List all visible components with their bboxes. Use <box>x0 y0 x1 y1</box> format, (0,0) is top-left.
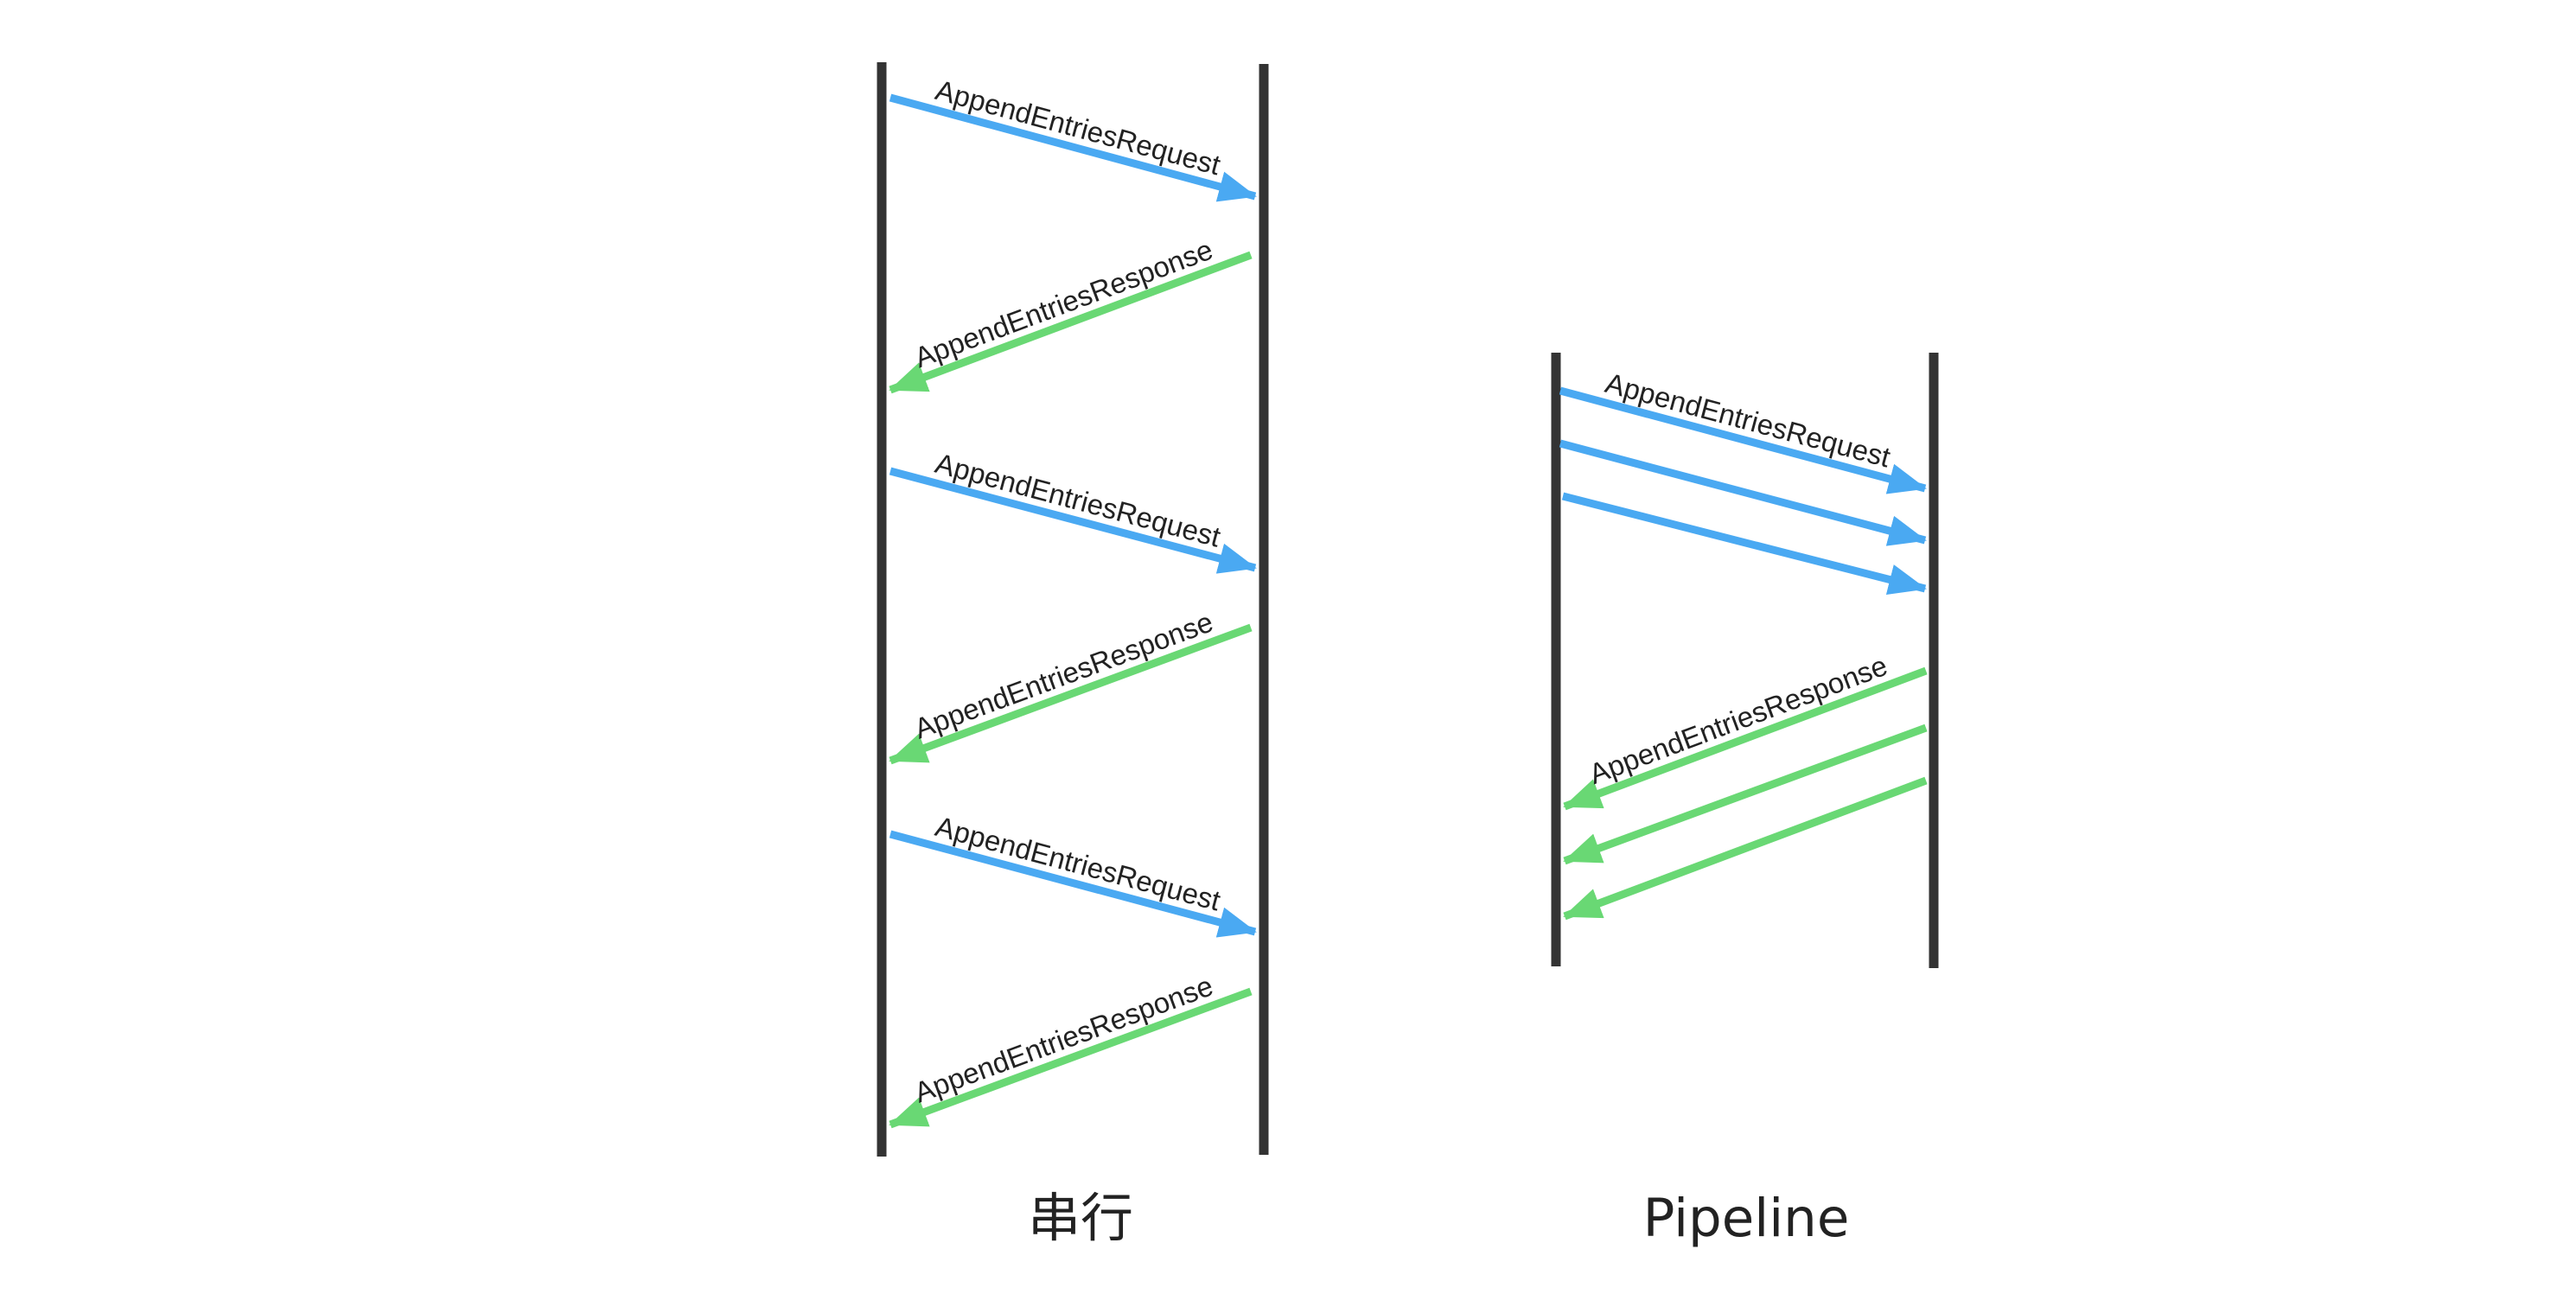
serial-panel: AppendEntriesRequest AppendEntriesRespons… <box>877 62 1269 1249</box>
request-arrow <box>1559 439 1927 546</box>
response-arrow <box>1563 723 1928 865</box>
response-arrow <box>889 251 1253 394</box>
request-label: AppendEntriesRequest <box>932 810 1223 917</box>
serial-message-response: AppendEntriesResponse <box>889 969 1253 1129</box>
response-label: AppendEntriesResponse <box>910 233 1217 374</box>
request-label: AppendEntriesRequest <box>932 73 1223 181</box>
response-label: AppendEntriesResponse <box>910 605 1217 744</box>
response-arrow <box>1563 776 1928 921</box>
pipeline-message-response <box>1563 776 1928 921</box>
response-label: AppendEntriesResponse <box>910 969 1217 1108</box>
pipeline-message-request: AppendEntriesRequest <box>1559 366 1927 494</box>
serial-message-request: AppendEntriesRequest <box>889 73 1257 202</box>
serial-message-request: AppendEntriesRequest <box>889 447 1257 574</box>
serial-messages: AppendEntriesRequest AppendEntriesRespons… <box>889 73 1257 1129</box>
response-arrow <box>1563 666 1928 811</box>
request-label: AppendEntriesRequest <box>932 447 1224 553</box>
serial-message-response: AppendEntriesResponse <box>889 605 1253 765</box>
pipeline-message-response <box>1563 723 1928 865</box>
request-arrow <box>889 93 1257 202</box>
pipeline-panel: AppendEntriesRequest AppendEntriesRespons… <box>1551 353 1939 1249</box>
serial-caption: 串行 <box>1028 1188 1133 1249</box>
serial-message-response: AppendEntriesResponse <box>889 233 1253 394</box>
pipeline-messages: AppendEntriesRequest AppendEntriesRespons… <box>1559 366 1928 921</box>
response-arrow <box>889 987 1253 1129</box>
pipeline-caption: Pipeline <box>1643 1188 1850 1249</box>
request-arrow <box>1561 492 1927 596</box>
pipeline-message-request <box>1559 439 1927 546</box>
pipeline-message-response: AppendEntriesResponse <box>1563 649 1928 811</box>
request-arrow <box>889 467 1257 574</box>
request-arrow <box>889 830 1257 938</box>
request-arrow <box>1559 386 1927 494</box>
pipeline-message-request <box>1561 492 1927 596</box>
serial-message-request: AppendEntriesRequest <box>889 810 1257 938</box>
request-label: AppendEntriesRequest <box>1602 366 1893 474</box>
response-label: AppendEntriesResponse <box>1584 649 1891 790</box>
response-arrow <box>889 623 1253 765</box>
